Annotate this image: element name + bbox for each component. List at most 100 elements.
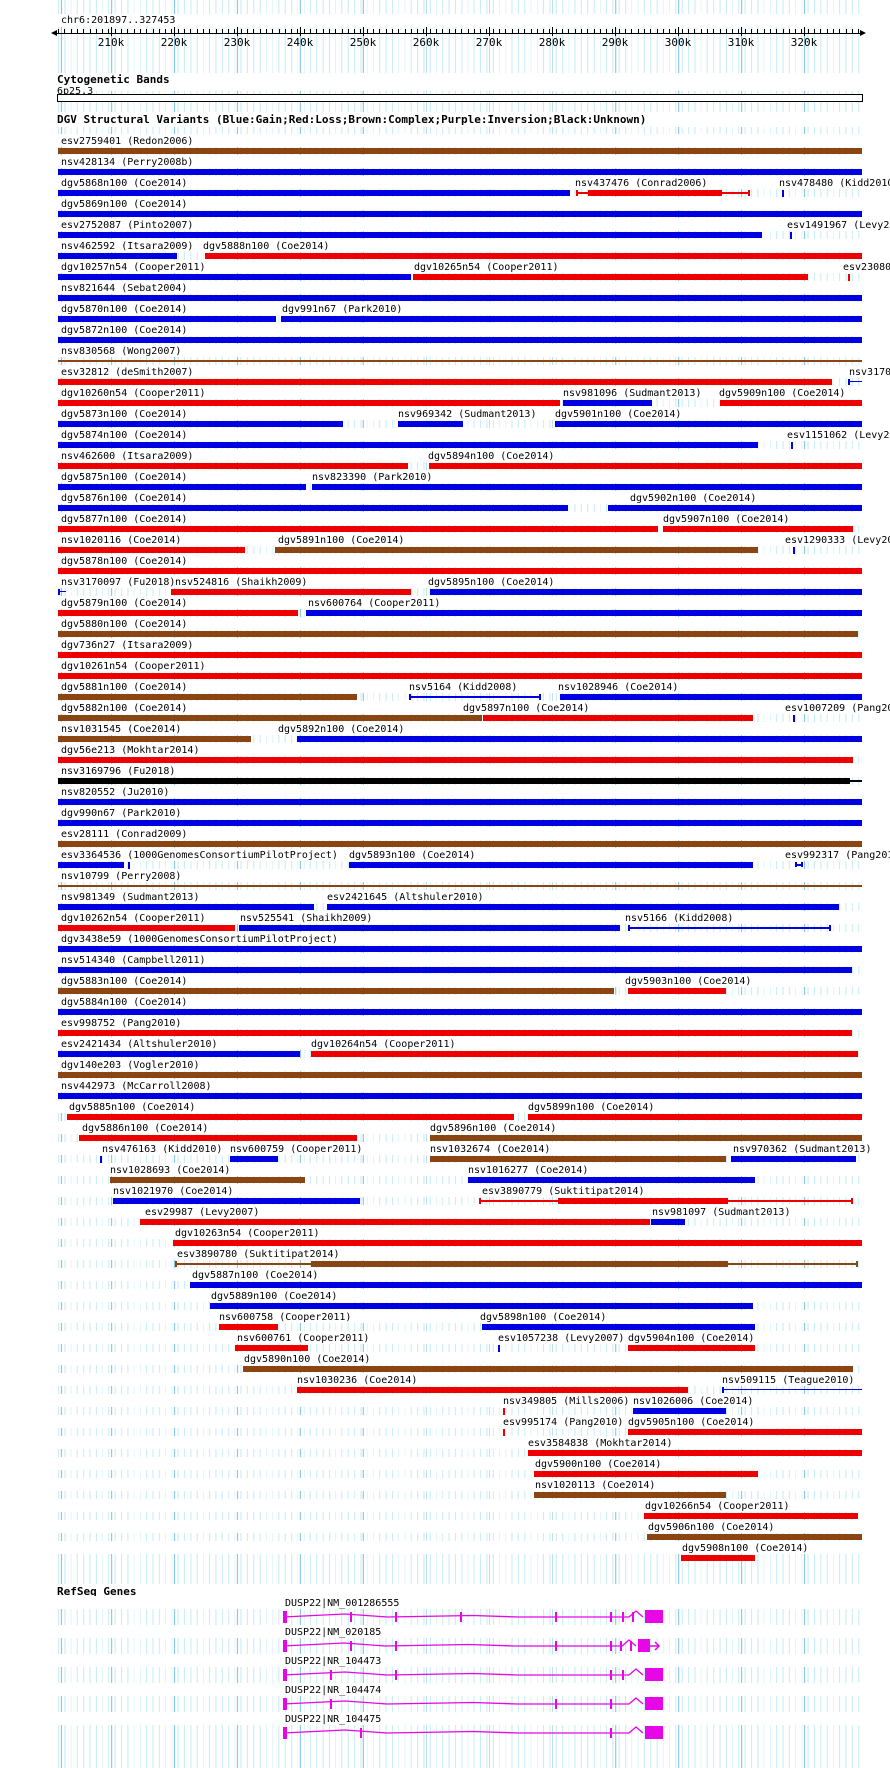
variant-label[interactable]: nsv820552 (Ju2010) xyxy=(61,787,170,798)
variant-bar[interactable] xyxy=(468,1177,755,1183)
variant-label[interactable]: nsv1021970 (Coe2014) xyxy=(113,1186,234,1197)
variant-bar[interactable] xyxy=(58,673,862,679)
variant-thin-bar[interactable] xyxy=(58,360,862,362)
variant-label[interactable]: esv1007209 (Pang2010) xyxy=(785,703,890,714)
variant-bar[interactable] xyxy=(58,967,852,973)
variant-bar[interactable] xyxy=(58,400,560,406)
variant-bar[interactable] xyxy=(430,589,862,595)
variant-label[interactable]: nsv462600 (Itsara2009) xyxy=(61,451,194,462)
variant-label[interactable]: dgv5901n100 (Coe2014) xyxy=(555,409,682,420)
variant-label[interactable]: nsv1028693 (Coe2014) xyxy=(110,1165,231,1176)
variant-label[interactable]: nsv3170097 (Fu2018) xyxy=(61,577,176,588)
variant-label[interactable]: esv3890780 (Suktitipat2014) xyxy=(177,1249,340,1260)
variant-bar[interactable] xyxy=(58,484,306,490)
variant-bar[interactable] xyxy=(171,589,411,595)
variant-label[interactable]: dgv5889n100 (Coe2014) xyxy=(211,1291,338,1302)
variant-bar[interactable] xyxy=(306,610,862,616)
variant-bar[interactable] xyxy=(430,1156,726,1162)
gene-structure[interactable] xyxy=(282,1666,667,1684)
variant-bar[interactable] xyxy=(633,1408,726,1414)
variant-label[interactable]: dgv990n67 (Park2010) xyxy=(61,808,182,819)
variant-label[interactable]: esv3364536 (1000GenomesConsortiumPilotPr… xyxy=(61,850,338,861)
variant-label[interactable]: nsv1031545 (Coe2014) xyxy=(61,724,182,735)
variant-bar[interactable] xyxy=(219,1324,278,1330)
variant-label[interactable]: esv998752 (Pang2010) xyxy=(61,1018,182,1029)
variant-label[interactable]: dgv5885n100 (Coe2014) xyxy=(69,1102,196,1113)
variant-label[interactable]: dgv5899n100 (Coe2014) xyxy=(528,1102,655,1113)
variant-label[interactable]: dgv5875n100 (Coe2014) xyxy=(61,472,188,483)
variant-point-tick[interactable] xyxy=(128,862,130,869)
variant-label[interactable]: dgv5897n100 (Coe2014) xyxy=(463,703,590,714)
variant-bar[interactable] xyxy=(140,1219,650,1225)
variant-bar[interactable] xyxy=(275,547,758,553)
variant-label[interactable]: nsv821644 (Sebat2004) xyxy=(61,283,188,294)
variant-bar[interactable] xyxy=(647,1534,862,1540)
variant-label[interactable]: dgv5902n100 (Coe2014) xyxy=(630,493,757,504)
cytoband-rect[interactable] xyxy=(57,94,863,102)
variant-label[interactable]: nsv1030236 (Coe2014) xyxy=(297,1375,418,1386)
variant-label[interactable]: dgv10261n54 (Cooper2011) xyxy=(61,661,206,672)
variant-label[interactable]: nsv476163 (Kidd2010) xyxy=(102,1144,223,1155)
variant-label[interactable]: nsv437476 (Conrad2006) xyxy=(575,178,708,189)
variant-label[interactable]: esv3584838 (Mokhtar2014) xyxy=(528,1438,673,1449)
variant-bar[interactable] xyxy=(205,253,862,259)
variant-label[interactable]: esv1491967 (Levy2007) xyxy=(787,220,890,231)
variant-label[interactable]: esv3890779 (Suktitipat2014) xyxy=(482,1186,645,1197)
variant-point-tick[interactable] xyxy=(793,547,795,554)
variant-label[interactable]: esv1290333 (Levy2007) xyxy=(785,535,890,546)
variant-point-tick[interactable] xyxy=(782,190,784,197)
variant-bar[interactable] xyxy=(58,736,251,742)
variant-label[interactable]: nsv3169796 (Fu2018) xyxy=(61,766,176,777)
variant-bar[interactable] xyxy=(651,1219,685,1225)
variant-whisker[interactable] xyxy=(576,190,750,197)
variant-label[interactable]: nsv981096 (Sudmant2013) xyxy=(563,388,702,399)
variant-label[interactable]: dgv5894n100 (Coe2014) xyxy=(428,451,555,462)
variant-label[interactable]: esv29987 (Levy2007) xyxy=(145,1207,260,1218)
variant-label[interactable]: dgv5896n100 (Coe2014) xyxy=(430,1123,557,1134)
variant-label[interactable]: dgv56e213 (Mokhtar2014) xyxy=(61,745,200,756)
variant-label[interactable]: nsv349805 (Mills2006) xyxy=(503,1396,630,1407)
variant-label[interactable]: dgv5878n100 (Coe2014) xyxy=(61,556,188,567)
variant-label[interactable]: nsv981097 (Sudmant2013) xyxy=(652,1207,791,1218)
variant-bar[interactable] xyxy=(58,316,276,322)
variant-bar[interactable] xyxy=(644,1513,858,1519)
variant-label[interactable]: nsv830568 (Wong2007) xyxy=(61,346,182,357)
variant-bar[interactable] xyxy=(681,1555,755,1561)
variant-bar[interactable] xyxy=(58,547,245,553)
variant-bar[interactable] xyxy=(720,400,862,406)
variant-bar[interactable] xyxy=(173,1240,862,1246)
variant-label[interactable]: esv1151062 (Levy2007) xyxy=(787,430,890,441)
variant-bar[interactable] xyxy=(58,1009,862,1015)
variant-label[interactable]: nsv981349 (Sudmant2013) xyxy=(61,892,200,903)
variant-label[interactable]: nsv462592 (Itsara2009) xyxy=(61,241,194,252)
variant-bar[interactable] xyxy=(563,400,652,406)
variant-bar[interactable] xyxy=(58,1072,862,1078)
variant-label[interactable]: dgv10264n54 (Cooper2011) xyxy=(311,1039,456,1050)
variant-bar[interactable] xyxy=(79,1135,357,1141)
variant-bar[interactable] xyxy=(58,526,658,532)
gene-structure[interactable] xyxy=(282,1637,666,1655)
variant-label[interactable]: dgv10265n54 (Cooper2011) xyxy=(414,262,559,273)
variant-label[interactable]: dgv5887n100 (Coe2014) xyxy=(192,1270,319,1281)
variant-bar[interactable] xyxy=(482,1324,755,1330)
gene-label[interactable]: DUSP22|NM_020185 xyxy=(285,1627,382,1638)
variant-label[interactable]: dgv991n67 (Park2010) xyxy=(282,304,403,315)
gene-label[interactable]: DUSP22|NR_104475 xyxy=(285,1714,382,1725)
variant-label[interactable]: nsv3170097 (Fu2018) xyxy=(849,367,890,378)
variant-label[interactable]: dgv5890n100 (Coe2014) xyxy=(244,1354,371,1365)
variant-bar[interactable] xyxy=(58,568,862,574)
variant-label[interactable]: dgv140e203 (Vogler2010) xyxy=(61,1060,200,1071)
variant-label[interactable]: dgv5895n100 (Coe2014) xyxy=(428,577,555,588)
variant-label[interactable]: esv2759401 (Redon2006) xyxy=(61,136,194,147)
variant-small-range[interactable] xyxy=(795,862,803,868)
variant-bar[interactable] xyxy=(58,1093,862,1099)
variant-label[interactable]: dgv5904n100 (Coe2014) xyxy=(628,1333,755,1344)
variant-label[interactable]: nsv600759 (Cooper2011) xyxy=(230,1144,363,1155)
variant-bar[interactable] xyxy=(560,694,862,700)
variant-label[interactable]: dgv5893n100 (Coe2014) xyxy=(349,850,476,861)
variant-bar[interactable] xyxy=(528,1114,862,1120)
variant-label[interactable]: nsv5164 (Kidd2008) xyxy=(409,682,518,693)
variant-label[interactable]: dgv5870n100 (Coe2014) xyxy=(61,304,188,315)
variant-label[interactable]: dgv5877n100 (Coe2014) xyxy=(61,514,188,525)
variant-whisker[interactable] xyxy=(628,925,831,932)
